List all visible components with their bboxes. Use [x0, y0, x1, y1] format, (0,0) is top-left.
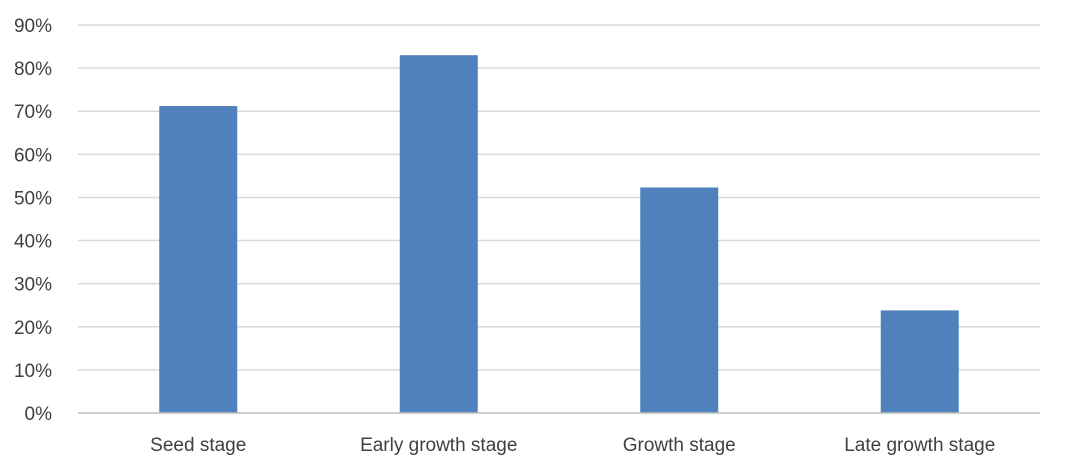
y-tick-label: 50% — [14, 188, 52, 209]
y-tick-label: 80% — [14, 59, 52, 80]
y-tick-label: 0% — [25, 404, 53, 425]
bar — [159, 106, 238, 413]
y-tick-label: 30% — [14, 275, 52, 296]
y-tick-label: 60% — [14, 145, 52, 166]
bar — [640, 187, 719, 413]
y-tick-label: 90% — [14, 16, 52, 37]
x-tick-label: Late growth stage — [844, 435, 995, 456]
y-tick-label: 20% — [14, 318, 52, 339]
bars — [159, 55, 959, 414]
bar — [880, 310, 959, 413]
x-tick-label: Early growth stage — [360, 435, 517, 456]
x-axis-tick-labels: Seed stage Early growth stage Growth stage… — [150, 435, 995, 456]
y-axis-tick-labels: 0% 10% 20% 30% 40% 50% 60% 70% 80% 90% — [14, 16, 52, 425]
y-tick-label: 10% — [14, 361, 52, 382]
x-tick-label: Growth stage — [623, 435, 736, 456]
bar — [399, 55, 478, 414]
y-tick-label: 70% — [14, 102, 52, 123]
x-tick-label: Seed stage — [150, 435, 246, 456]
y-tick-label: 40% — [14, 232, 52, 253]
gridlines — [78, 24, 1040, 371]
